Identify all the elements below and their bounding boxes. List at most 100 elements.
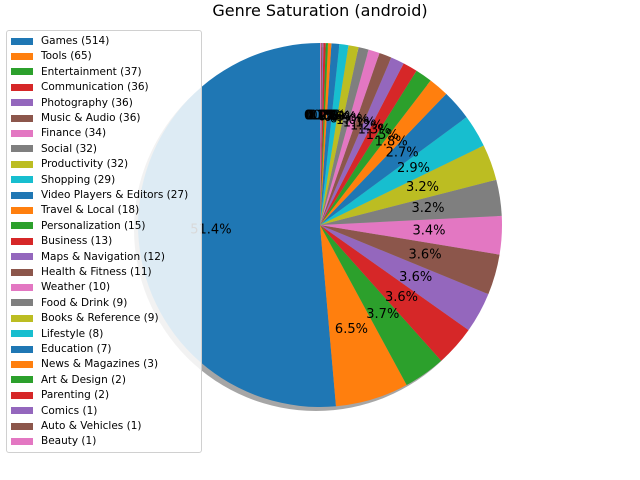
legend-label: Entertainment (37) [41,65,142,78]
pie-slice [320,225,407,407]
pie-percentage-label: 1.2% [350,119,383,134]
pie-slice [320,70,431,225]
pie-percentage-label: 1.1% [343,116,376,131]
legend-label: Lifestyle (8) [41,327,104,340]
pie-slice [320,63,417,225]
pie-slice [320,117,484,225]
legend-swatch [11,176,33,184]
legend-item: News & Magazines (3) [11,357,158,371]
legend-item: Games (514) [11,34,109,48]
pie-slice [320,225,489,331]
pie-percentage-label: 0.1% [305,108,338,123]
legend-label: Games (514) [41,35,110,47]
legend-swatch [11,99,33,107]
legend-item: Productivity (32) [11,157,128,171]
pie-slice [320,47,369,225]
pie-percentage-label: 3.4% [413,224,446,239]
legend-label: Shopping (29) [41,173,116,186]
legend-item: Finance (34) [11,126,106,140]
pie-slice [320,42,322,225]
legend-item: Comics (1) [11,404,97,418]
pie-percentage-label: 0.1% [305,108,338,123]
legend-item: Photography (36) [11,96,133,110]
legend-label: Travel & Local (18) [41,204,140,217]
pie-slice [320,145,497,225]
legend-swatch [11,407,33,415]
legend-label: Video Players & Editors (27) [41,189,189,201]
pie-slice [320,225,442,386]
legend-swatch [11,330,33,338]
legend-swatch [11,114,33,122]
legend-label: Auto & Vehicles (1) [41,420,142,432]
legend-item: Health & Fitness (11) [11,265,152,279]
pie-percentage-label: 1.3% [358,123,391,138]
legend-label: Weather (10) [41,281,111,294]
legend-item: Music & Audio (36) [11,111,140,125]
legend-label: Parenting (2) [41,389,110,402]
pie-percentage-label: 3.6% [409,247,442,262]
pie-slice [320,215,503,255]
legend-item: Education (7) [11,342,112,356]
legend-swatch [11,160,33,168]
legend-swatch [11,222,33,230]
pie-slice [320,43,340,225]
legend-swatch [11,391,33,399]
pie-slice [320,225,500,295]
legend-label: Business (13) [41,235,113,248]
pie-percentage-label: 2.7% [386,146,419,161]
legend-swatch [11,237,33,245]
legend-item: Business (13) [11,234,112,248]
legend-item: Personalization (15) [11,219,146,233]
legend-label: Personalization (15) [41,219,146,232]
legend-swatch [11,206,33,214]
legend-label: Maps & Navigation (12) [41,250,166,263]
chart-legend: Games (514) Tools (65) Entertainment (37) C… [6,30,202,453]
pie-slice [320,53,392,225]
pie-percentage-label: 0.8% [318,109,351,124]
pie-slice [320,43,328,226]
legend-swatch [11,283,33,291]
pie-slice [320,179,502,225]
pie-slice [320,43,332,226]
legend-item: Social (32) [11,142,97,156]
pie-percentage-label: 1.0% [336,113,369,128]
pie-percentage-label: 0.2% [306,108,339,123]
legend-label: Productivity (32) [41,158,129,171]
legend-swatch [11,422,33,430]
legend-label: Music & Audio (36) [41,112,141,124]
pie-percentage-label: 0.3% [309,108,342,123]
legend-item: Communication (36) [11,80,149,94]
legend-item: Lifestyle (8) [11,327,103,341]
pie-percentage-label: 3.6% [399,270,432,285]
legend-item: Tools (65) [11,49,92,63]
pie-slice [320,49,380,225]
pie-slice [320,57,404,225]
legend-swatch [11,68,33,76]
pie-slice [320,45,359,225]
legend-label: Tools (65) [41,50,92,63]
legend-swatch [11,299,33,307]
pie-percentage-label: 0.7% [313,109,346,124]
legend-item: Auto & Vehicles (1) [11,419,141,433]
legend-item: Maps & Navigation (12) [11,250,165,264]
legend-swatch [11,437,33,445]
legend-swatch [11,314,33,322]
legend-swatch [11,268,33,276]
pie-percentage-label: 3.6% [385,290,418,305]
pie-slice [320,43,324,226]
legend-label: Photography (36) [41,96,133,109]
legend-label: News & Magazines (3) [41,358,159,371]
legend-label: Beauty (1) [41,435,97,448]
legend-label: Communication (36) [41,81,149,94]
pie-slice [320,43,326,225]
pie-slice [320,80,447,226]
legend-swatch [11,83,33,91]
legend-item: Parenting (2) [11,388,109,402]
pie-percentage-label: 2.9% [397,161,430,176]
pie-percentage-label: 6.5% [335,322,368,337]
legend-swatch [11,345,33,353]
legend-swatch [11,376,33,384]
pie-percentage-label: 1.5% [366,128,399,143]
legend-swatch [11,37,33,45]
legend-label: Education (7) [41,343,112,355]
